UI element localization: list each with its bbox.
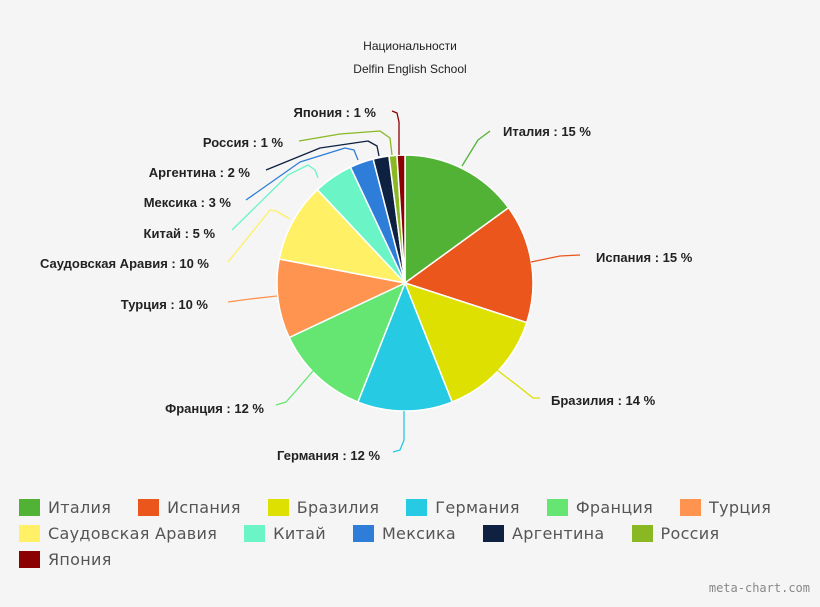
pie-slices — [276, 154, 534, 412]
legend-item[interactable]: Мексика — [352, 523, 457, 543]
legend-item[interactable]: Испания — [138, 498, 241, 517]
slice-label: Германия : 12 % — [277, 448, 380, 463]
legend-item[interactable]: Япония — [19, 550, 112, 569]
label-connector-line — [265, 140, 380, 171]
label-connector-line — [298, 130, 393, 156]
label-connector-line — [392, 411, 405, 453]
slice-label: Саудовская Аравия : 10 % — [40, 256, 209, 271]
legend-item[interactable]: Россия — [631, 523, 720, 543]
slice-label: Россия : 1 % — [203, 135, 284, 150]
legend-swatch-icon — [546, 498, 568, 516]
legend-label: Турция — [709, 497, 772, 517]
label-connector-line — [227, 295, 278, 303]
slice-label: Италия : 15 % — [503, 124, 591, 139]
legend-label: Россия — [660, 523, 720, 543]
pie-slice[interactable] — [276, 258, 408, 339]
legend-swatch-icon — [352, 524, 374, 542]
pie-slice[interactable] — [356, 280, 454, 412]
legend-item[interactable]: Турция — [680, 498, 771, 517]
chart-legend: Италия Испания Бразилия Германия Франция Турц… — [19, 494, 809, 572]
legend-row: Саудовская Аравия Китай Мексика Аргентина Ро… — [19, 520, 809, 546]
label-connector-line — [245, 147, 359, 201]
legend-label: Аргентина — [512, 523, 605, 543]
slice-label: Испания : 15 % — [596, 250, 693, 265]
pie-chart: Италия : 15 % Испания : 15 % Бразилия : 14… — [40, 105, 693, 463]
legend-label: Франция — [575, 497, 654, 517]
legend-item[interactable]: Германия — [406, 498, 520, 517]
legend-item[interactable]: Франция — [546, 497, 654, 517]
label-connectors — [227, 110, 581, 453]
legend-item[interactable]: Бразилия — [267, 497, 380, 517]
legend-label: Мексика — [381, 523, 457, 543]
slice-label: Китай : 5 % — [144, 226, 216, 241]
legend-swatch-icon — [483, 524, 505, 542]
legend-swatch-icon — [631, 524, 653, 542]
pie-slice[interactable] — [404, 154, 510, 285]
pie-slice[interactable] — [278, 188, 408, 285]
label-connector-line — [530, 254, 581, 263]
chart-subtitle: Delfin English School — [353, 62, 467, 76]
chart-title: Национальности — [363, 39, 457, 53]
legend-label: Испания — [167, 497, 241, 517]
legend-swatch-icon — [267, 498, 289, 516]
legend-swatch-icon — [680, 498, 702, 516]
slice-label: Япония : 1 % — [293, 105, 376, 120]
slice-label: Бразилия : 14 % — [551, 393, 656, 408]
legend-item[interactable]: Аргентина — [483, 524, 605, 543]
label-connector-line — [461, 130, 491, 167]
legend-swatch-icon — [19, 550, 40, 568]
label-connector-line — [496, 369, 540, 399]
pie-slice[interactable] — [288, 281, 407, 403]
pie-slice[interactable] — [396, 154, 406, 284]
label-connector-line — [227, 209, 291, 263]
legend-label: Япония — [48, 549, 112, 569]
legend-swatch-icon — [406, 498, 428, 516]
slice-labels: Италия : 15 % Испания : 15 % Бразилия : 14… — [40, 105, 693, 463]
label-connector-line — [275, 370, 314, 406]
legend-swatch-icon — [19, 498, 40, 516]
legend-swatch-icon — [19, 524, 40, 542]
slice-label: Мексика : 3 % — [144, 195, 232, 210]
slice-label: Турция : 10 % — [121, 297, 209, 312]
label-connector-line — [391, 110, 400, 155]
legend-swatch-icon — [138, 498, 160, 516]
legend-item[interactable]: Саудовская Аравия — [19, 524, 217, 543]
legend-swatch-icon — [244, 524, 266, 542]
slice-label: Франция : 12 % — [165, 401, 264, 416]
legend-item[interactable]: Италия — [19, 498, 111, 517]
legend-label: Саудовская Аравия — [48, 523, 218, 543]
pie-slice[interactable] — [403, 206, 534, 324]
legend-label: Италия — [48, 497, 112, 517]
legend-row: Италия Испания Бразилия Германия Франция Турц… — [19, 494, 809, 520]
label-connector-line — [231, 164, 319, 231]
legend-row: Япония — [19, 546, 809, 572]
credit-text: meta-chart.com — [708, 581, 810, 595]
slice-label: Аргентина : 2 % — [149, 165, 251, 180]
legend-label: Германия — [435, 497, 520, 517]
legend-label: Китай — [273, 523, 326, 543]
legend-label: Бразилия — [296, 497, 380, 517]
legend-item[interactable]: Китай — [244, 524, 326, 543]
